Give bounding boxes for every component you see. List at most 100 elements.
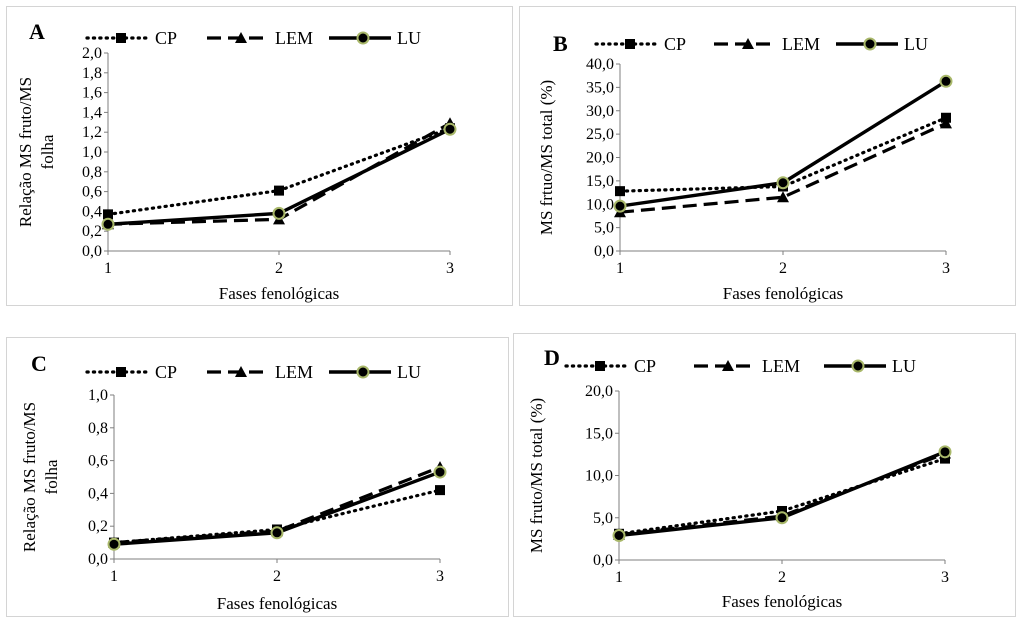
data-point	[776, 176, 790, 190]
legend-label: LEM	[762, 356, 800, 376]
series-cp	[106, 126, 452, 216]
legend-label: LEM	[782, 34, 820, 54]
legend-label: LU	[892, 356, 916, 376]
x-tick-label: 3	[446, 260, 454, 277]
series-markers-lu	[101, 122, 457, 231]
series-lem	[619, 121, 947, 214]
y-tick-label: 15,0	[586, 173, 614, 190]
y-axis-label: MS frtuo/MS total (%)	[537, 80, 556, 235]
data-point	[435, 485, 445, 496]
y-tick-label: 5,0	[593, 510, 613, 527]
x-tick-label: 3	[941, 569, 949, 586]
chart-b-svg: B CP LEM LU 0,0 5,0 10,0 15,0 20,0 25,0 30,0 35,0 40…	[537, 31, 953, 303]
chart-d-svg: D CP LEM LU 0,0 5,0 10,0 15,0 20,0 1 2 3 Fases fenol…	[527, 345, 952, 611]
series-cp	[112, 488, 442, 545]
y-tick-label: 0,2	[82, 223, 102, 240]
legend-item-lem: LEM	[207, 28, 313, 48]
data-point	[615, 186, 625, 197]
legend-item-lu: LU	[329, 362, 421, 382]
legend-label: CP	[155, 28, 177, 48]
data-point	[274, 185, 284, 196]
y-tick-label: 0,6	[88, 453, 108, 470]
x-tick-label: 3	[942, 260, 950, 277]
data-point	[777, 191, 789, 203]
x-tick-label: 2	[779, 260, 787, 277]
y-tick-label: 1,0	[82, 144, 102, 161]
data-point	[939, 74, 953, 88]
y-tick-label: 0,0	[88, 551, 108, 568]
data-point	[613, 199, 627, 213]
data-point	[940, 453, 950, 464]
x-axis-label: Fases fenológicas	[217, 594, 337, 613]
y-tick-label: 0,2	[88, 518, 108, 535]
legend-label: LU	[397, 28, 421, 48]
y-tick-label: 0,0	[593, 552, 613, 569]
series-markers-lu	[612, 445, 952, 542]
data-point	[433, 465, 447, 479]
legend-marker	[863, 37, 877, 51]
legend-item-lu: LU	[824, 356, 916, 376]
y-tick-label: 1,8	[82, 65, 102, 82]
legend-label: LU	[397, 362, 421, 382]
y-tick-label: 25,0	[586, 126, 614, 143]
y-axis-label: Relação MS fruto/MS	[16, 77, 35, 227]
y-tick-label: 0,8	[82, 164, 102, 181]
chart-a-svg: A CP LEM LU 0,0 0,2 0,4 0,6 0,8 1,0 1,2 1,4 1,6 1,8 2,…	[16, 19, 457, 303]
legend-marker	[722, 360, 734, 371]
y-tick-label: 0,0	[82, 243, 102, 260]
chart-panel-d: D CP LEM LU 0,0 5,0 10,0 15,0 20,0 1 2 3 Fases fenol…	[513, 333, 1016, 617]
y-tick-label: 2,0	[82, 45, 102, 62]
data-point	[103, 209, 113, 220]
data-point	[107, 537, 121, 551]
y-tick-label: 40,0	[586, 56, 614, 73]
y-tick-label: 5,0	[594, 220, 614, 237]
legend-label: CP	[664, 34, 686, 54]
legend-marker	[356, 31, 370, 45]
x-tick-label: 2	[273, 568, 281, 585]
legend-item-lu: LU	[329, 28, 421, 48]
legend-marker	[595, 361, 605, 371]
legend-marker	[356, 365, 370, 379]
y-tick-label: 0,4	[88, 485, 108, 502]
x-tick-label: 1	[616, 260, 624, 277]
y-tick-label: 10,0	[585, 468, 613, 485]
data-point	[270, 526, 284, 540]
y-tick-label: 1,2	[82, 124, 102, 141]
series-line-cp	[106, 126, 452, 216]
chart-panel-a: A CP LEM LU 0,0 0,2 0,4 0,6 0,8 1,0 1,2 1,4 1,6 1,8 2,…	[6, 6, 513, 306]
series-line-lem	[619, 121, 947, 214]
chart-panel-b: B CP LEM LU 0,0 5,0 10,0 15,0 20,0 25,0 30,0 35,0 40…	[519, 6, 1016, 306]
y-axis-label: folha	[38, 134, 57, 169]
y-tick-label: 1,6	[82, 85, 102, 102]
x-tick-label: 1	[110, 568, 118, 585]
legend-marker	[625, 39, 635, 49]
data-point	[775, 511, 789, 525]
legend-marker	[116, 33, 126, 43]
x-axis-label: Fases fenológicas	[723, 284, 843, 303]
y-axis-label: folha	[42, 459, 61, 494]
legend-item-lem: LEM	[694, 356, 800, 376]
x-tick-label: 2	[275, 260, 283, 277]
legend-marker	[851, 359, 865, 373]
legend-item-lu: LU	[836, 34, 928, 54]
legend-item-cp: CP	[85, 362, 177, 382]
x-tick-label: 3	[436, 568, 444, 585]
legend-marker	[116, 367, 126, 377]
legend-item-cp: CP	[594, 34, 686, 54]
chart-panel-c: C CP LEM LU 0,0 0,2 0,4 0,6 0,8 1,0 1 2 3 Fases fenol…	[6, 337, 509, 617]
series-markers-lem	[613, 447, 951, 540]
data-point	[938, 445, 952, 459]
y-axis-label: MS fruto/MS total (%)	[527, 398, 546, 553]
x-tick-label: 2	[778, 569, 786, 586]
series-markers-lu	[613, 74, 953, 213]
series-line-cp	[618, 116, 948, 193]
legend-marker	[235, 366, 247, 377]
data-point	[101, 217, 115, 231]
legend-item-cp: CP	[85, 28, 177, 48]
y-tick-label: 30,0	[586, 103, 614, 120]
y-tick-label: 1,0	[88, 387, 108, 404]
y-tick-label: 20,0	[585, 383, 613, 400]
series-markers-lem	[614, 117, 952, 218]
series-cp	[618, 116, 948, 193]
y-tick-label: 0,4	[82, 203, 102, 220]
